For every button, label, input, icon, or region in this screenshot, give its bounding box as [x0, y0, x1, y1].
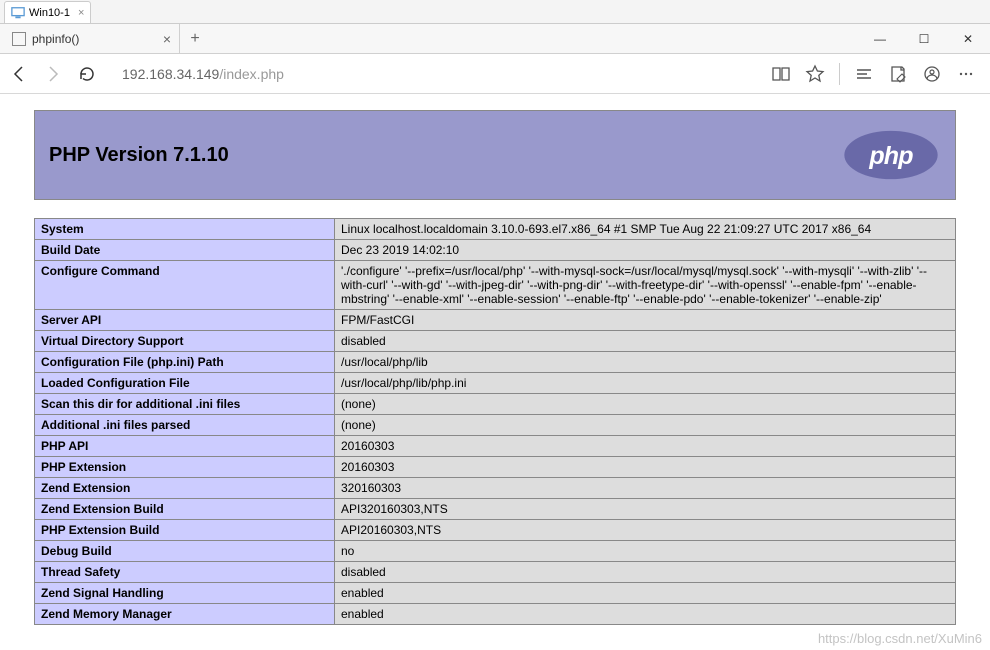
table-row: Scan this dir for additional .ini files(… [35, 394, 956, 415]
more-icon[interactable] [956, 64, 976, 84]
table-row: PHP API20160303 [35, 436, 956, 457]
phpinfo-header: PHP Version 7.1.10 php [34, 110, 956, 200]
info-key: PHP Extension Build [35, 520, 335, 541]
hub-icon[interactable] [854, 64, 874, 84]
info-key: PHP API [35, 436, 335, 457]
notes-icon[interactable] [888, 64, 908, 84]
info-value: (none) [335, 394, 956, 415]
info-value: API320160303,NTS [335, 499, 956, 520]
info-value: './configure' '--prefix=/usr/local/php' … [335, 261, 956, 310]
table-row: Zend Memory Managerenabled [35, 604, 956, 625]
info-key: Thread Safety [35, 562, 335, 583]
info-key: Build Date [35, 240, 335, 261]
close-button[interactable]: ✕ [946, 24, 990, 54]
table-row: Zend Extension BuildAPI320160303,NTS [35, 499, 956, 520]
info-value: FPM/FastCGI [335, 310, 956, 331]
table-row: PHP Extension BuildAPI20160303,NTS [35, 520, 956, 541]
info-key: Virtual Directory Support [35, 331, 335, 352]
info-value: 20160303 [335, 436, 956, 457]
info-value: 320160303 [335, 478, 956, 499]
table-row: Additional .ini files parsed(none) [35, 415, 956, 436]
table-row: Build DateDec 23 2019 14:02:10 [35, 240, 956, 261]
phpinfo-table: SystemLinux localhost.localdomain 3.10.0… [34, 218, 956, 625]
back-button[interactable] [8, 63, 30, 85]
table-row: Thread Safetydisabled [35, 562, 956, 583]
info-value: disabled [335, 562, 956, 583]
info-key: Zend Extension [35, 478, 335, 499]
address-bar[interactable]: 192.168.34.149/index.php [122, 66, 284, 82]
table-row: Server APIFPM/FastCGI [35, 310, 956, 331]
browser-tab-strip: phpinfo() × + — ☐ ✕ [0, 24, 990, 54]
share-icon[interactable] [922, 64, 942, 84]
info-value: Dec 23 2019 14:02:10 [335, 240, 956, 261]
page-content: PHP Version 7.1.10 php SystemLinux local… [0, 94, 990, 641]
table-row: Configure Command'./configure' '--prefix… [35, 261, 956, 310]
vm-tab[interactable]: Win10-1 × [4, 1, 91, 23]
info-key: Additional .ini files parsed [35, 415, 335, 436]
info-value: enabled [335, 583, 956, 604]
info-value: disabled [335, 331, 956, 352]
info-value: /usr/local/php/lib [335, 352, 956, 373]
php-logo-icon: php [841, 129, 941, 181]
new-tab-button[interactable]: + [180, 24, 210, 54]
table-row: PHP Extension20160303 [35, 457, 956, 478]
info-key: PHP Extension [35, 457, 335, 478]
info-value: 20160303 [335, 457, 956, 478]
info-key: Zend Extension Build [35, 499, 335, 520]
tab-title: phpinfo() [32, 32, 79, 46]
window-controls: — ☐ ✕ [858, 24, 990, 54]
info-value: Linux localhost.localdomain 3.10.0-693.e… [335, 219, 956, 240]
close-icon[interactable]: × [163, 31, 171, 47]
vm-tab-strip: Win10-1 × [0, 0, 990, 24]
info-key: Scan this dir for additional .ini files [35, 394, 335, 415]
svg-text:php: php [868, 142, 913, 170]
minimize-button[interactable]: — [858, 24, 902, 54]
url-host: 192.168.34.149 [122, 66, 219, 82]
reading-view-icon[interactable] [771, 64, 791, 84]
page-icon [12, 32, 26, 46]
favorite-icon[interactable] [805, 64, 825, 84]
table-row: Loaded Configuration File/usr/local/php/… [35, 373, 956, 394]
browser-tab[interactable]: phpinfo() × [0, 24, 180, 54]
info-value: /usr/local/php/lib/php.ini [335, 373, 956, 394]
watermark: https://blog.csdn.net/XuMin6 [818, 631, 982, 646]
browser-toolbar: 192.168.34.149/index.php [0, 54, 990, 94]
info-key: Server API [35, 310, 335, 331]
close-icon[interactable]: × [78, 7, 84, 19]
info-key: Loaded Configuration File [35, 373, 335, 394]
table-row: Configuration File (php.ini) Path/usr/lo… [35, 352, 956, 373]
url-path: /index.php [219, 66, 284, 82]
refresh-button[interactable] [76, 63, 98, 85]
vm-tab-label: Win10-1 [29, 7, 70, 19]
info-key: Configure Command [35, 261, 335, 310]
table-row: Virtual Directory Supportdisabled [35, 331, 956, 352]
table-row: SystemLinux localhost.localdomain 3.10.0… [35, 219, 956, 240]
info-key: System [35, 219, 335, 240]
table-row: Zend Extension320160303 [35, 478, 956, 499]
info-key: Configuration File (php.ini) Path [35, 352, 335, 373]
info-value: enabled [335, 604, 956, 625]
divider [839, 63, 840, 85]
info-value: no [335, 541, 956, 562]
info-value: API20160303,NTS [335, 520, 956, 541]
info-key: Debug Build [35, 541, 335, 562]
table-row: Zend Signal Handlingenabled [35, 583, 956, 604]
forward-button[interactable] [42, 63, 64, 85]
maximize-button[interactable]: ☐ [902, 24, 946, 54]
info-key: Zend Memory Manager [35, 604, 335, 625]
info-value: (none) [335, 415, 956, 436]
table-row: Debug Buildno [35, 541, 956, 562]
monitor-icon [11, 6, 25, 20]
php-version-title: PHP Version 7.1.10 [49, 144, 229, 167]
info-key: Zend Signal Handling [35, 583, 335, 604]
